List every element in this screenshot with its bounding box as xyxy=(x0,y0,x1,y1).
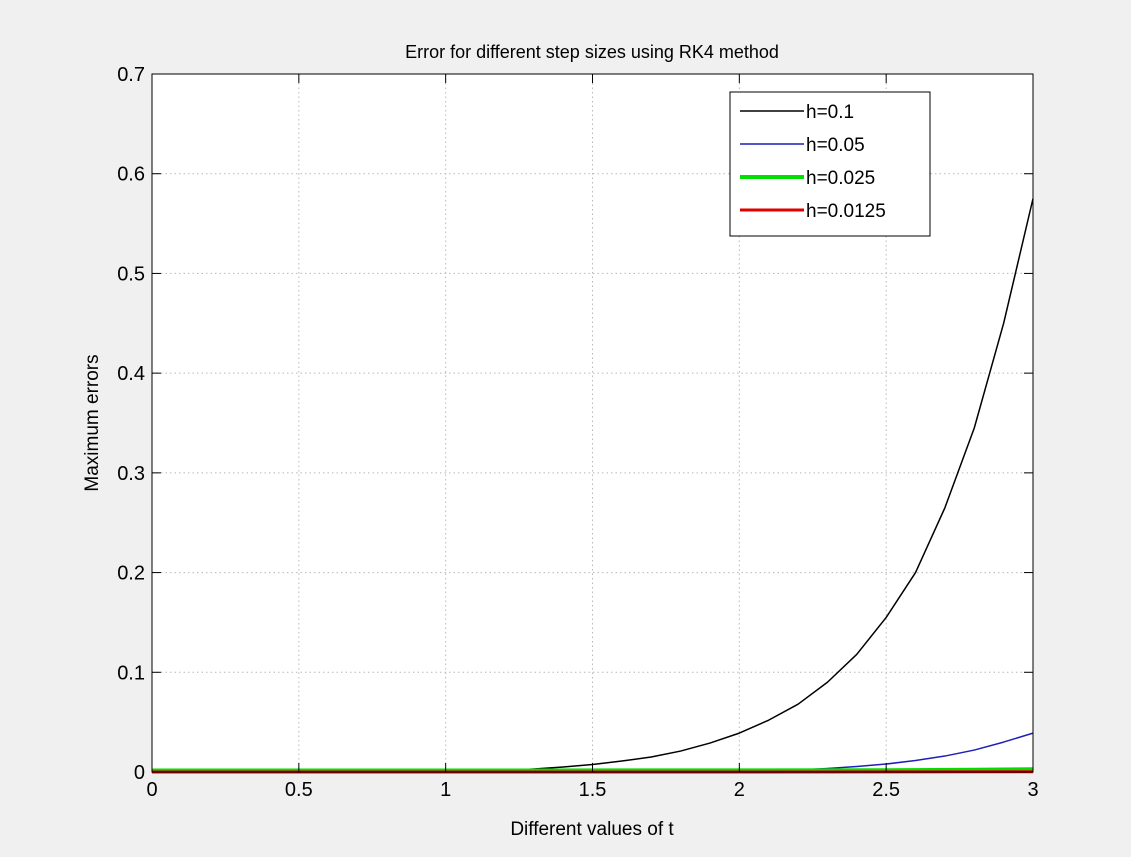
x-tick-label: 1.5 xyxy=(579,779,607,801)
y-tick-label: 0.4 xyxy=(117,363,145,385)
chart-title: Error for different step sizes using RK4… xyxy=(405,42,779,62)
y-axis-label: Maximum errors xyxy=(82,354,103,491)
legend-label-3: h=0.025 xyxy=(806,168,875,189)
y-tick-label: 0 xyxy=(134,762,145,784)
x-tick-label: 0 xyxy=(146,779,157,801)
x-axis-label: Different values of t xyxy=(510,819,674,840)
legend-label-4: h=0.0125 xyxy=(806,201,886,222)
y-tick-label: 0.6 xyxy=(117,164,145,186)
y-tick-label: 0.5 xyxy=(117,263,145,285)
legend-label-2: h=0.05 xyxy=(806,135,865,156)
legend: h=0.1 h=0.05 h=0.025 h=0.0125 xyxy=(730,92,930,236)
x-tick-label: 0.5 xyxy=(285,779,313,801)
x-tick-label: 1 xyxy=(440,779,451,801)
x-tick-label: 2 xyxy=(734,779,745,801)
x-tick-label: 2.5 xyxy=(872,779,900,801)
legend-label-1: h=0.1 xyxy=(806,102,854,123)
y-tick-label: 0.1 xyxy=(117,662,145,684)
y-tick-label: 0.2 xyxy=(117,563,145,585)
y-tick-label: 0.3 xyxy=(117,463,145,485)
y-tick-label: 0.7 xyxy=(117,64,145,86)
x-tick-label: 3 xyxy=(1027,779,1038,801)
